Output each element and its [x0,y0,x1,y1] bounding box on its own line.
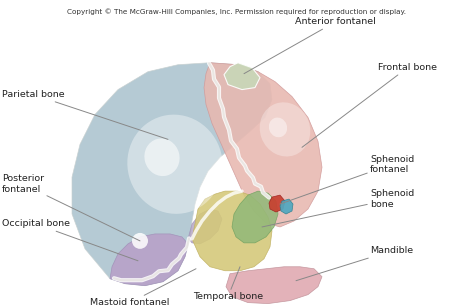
Text: Parietal bone: Parietal bone [2,90,168,139]
Ellipse shape [260,102,310,156]
Polygon shape [204,63,322,227]
Polygon shape [72,63,272,286]
Text: Frontal bone: Frontal bone [302,63,437,147]
Text: Sphenoid
fontanel: Sphenoid fontanel [280,155,414,204]
Text: Temporal bone: Temporal bone [193,267,263,301]
Ellipse shape [189,263,203,271]
Polygon shape [226,267,322,304]
Polygon shape [280,199,293,214]
Polygon shape [269,195,285,212]
Ellipse shape [269,118,287,137]
Text: Copyright © The McGraw-Hill Companies, Inc. Permission required for reproduction: Copyright © The McGraw-Hill Companies, I… [67,8,407,15]
Text: Posterior
fontanel: Posterior fontanel [2,174,140,241]
Text: Occipital bone: Occipital bone [2,220,138,261]
Text: Anterior fontanel: Anterior fontanel [244,17,376,74]
Polygon shape [192,191,272,271]
Text: Mastoid fontanel: Mastoid fontanel [91,269,196,307]
Ellipse shape [145,139,180,176]
Ellipse shape [128,115,223,214]
Polygon shape [232,191,278,243]
Polygon shape [110,234,188,286]
Polygon shape [188,209,222,244]
Circle shape [132,233,148,249]
Text: Sphenoid
bone: Sphenoid bone [262,189,414,227]
Text: Mandible: Mandible [296,246,413,281]
Polygon shape [224,63,260,90]
